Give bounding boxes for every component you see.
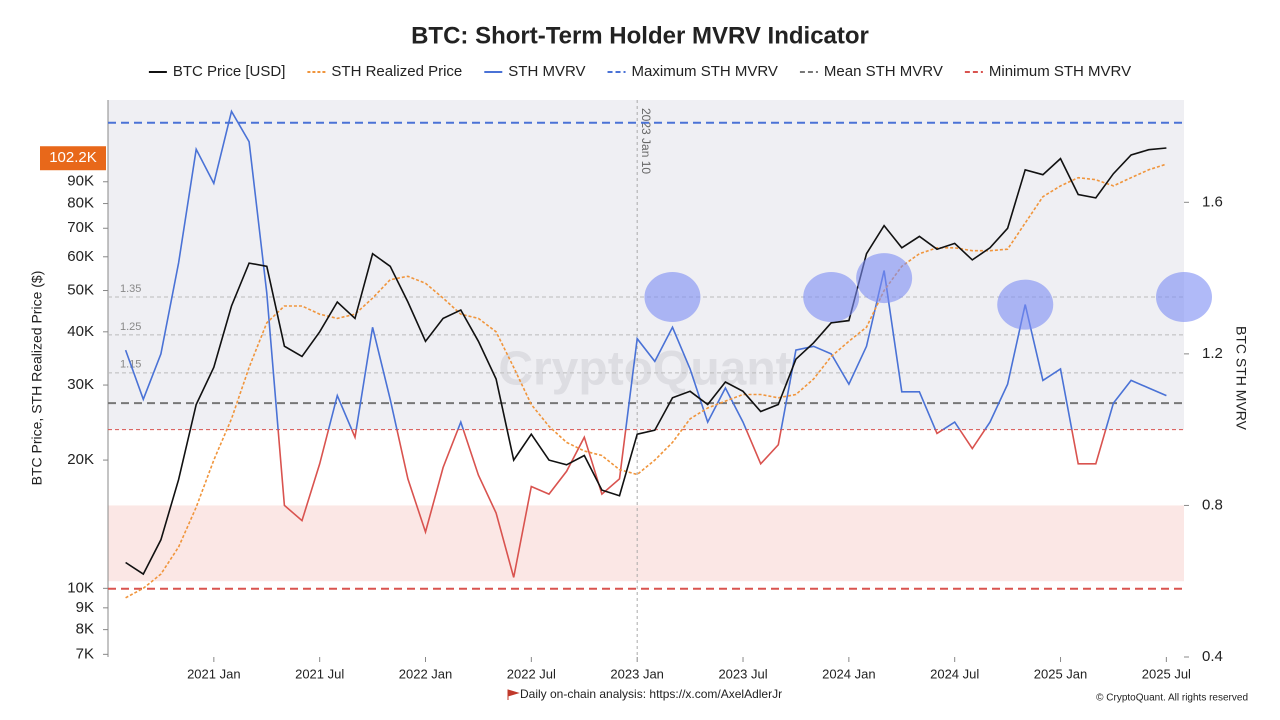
y-tick-label: 70K — [67, 219, 94, 236]
y2-tick-label: 0.8 — [1202, 496, 1223, 513]
highlight-circle — [644, 272, 701, 323]
legend-label: Minimum STH MVRV — [989, 63, 1131, 80]
series-line — [125, 147, 1167, 576]
y-tick-label: 9K — [76, 599, 94, 616]
highlight-circle — [856, 253, 913, 304]
y2-axis-title: BTC STH MVRV — [1233, 326, 1249, 431]
x-tick-label: 2024 Jan — [822, 666, 876, 681]
y-tick-label: 30K — [67, 376, 94, 393]
watermark: CryptoQuant — [498, 343, 791, 396]
y2-tick-label: 1.6 — [1202, 193, 1223, 210]
event-label: 2023 Jan 10 — [639, 108, 653, 174]
x-tick-label: 2021 Jul — [295, 666, 344, 681]
y-tick-label: 60K — [67, 248, 94, 265]
x-tick-label: 2023 Jul — [718, 666, 767, 681]
level-label: 1.35 — [120, 283, 141, 295]
highlight-circle — [1156, 272, 1212, 323]
y-tick-label: 7K — [76, 645, 94, 662]
x-tick-label: 2021 Jan — [187, 666, 241, 681]
series-line — [124, 109, 1167, 578]
highlight-circle — [803, 272, 860, 323]
band — [108, 505, 1184, 582]
legend-label: STH Realized Price — [331, 63, 462, 80]
x-tick-label: 2022 Jan — [399, 666, 453, 681]
flag-icon — [507, 689, 520, 700]
legend-label: Maximum STH MVRV — [632, 63, 778, 80]
y2-tick-label: 0.4 — [1202, 648, 1223, 665]
copyright: © CryptoQuant. All rights reserved — [1096, 693, 1248, 704]
y-tick-label: 50K — [67, 281, 94, 298]
y2-tick-label: 1.2 — [1202, 345, 1223, 362]
last-price-box — [40, 146, 106, 171]
y-tick-label: 10K — [67, 579, 94, 596]
x-tick-label: 2022 Jul — [507, 666, 556, 681]
y-tick-label: 80K — [67, 195, 94, 212]
x-tick-label: 2025 Jul — [1142, 666, 1191, 681]
y-tick-label: 20K — [67, 451, 94, 468]
x-tick-label: 2023 Jan — [610, 666, 664, 681]
y-axis-title: BTC Price, STH Realized Price ($) — [29, 271, 45, 486]
x-tick-label: 2025 Jan — [1034, 666, 1088, 681]
legend-label: STH MVRV — [508, 63, 585, 80]
y-tick-label: 40K — [67, 323, 94, 340]
highlight-circle — [997, 279, 1054, 330]
legend: BTC Price [USD] STH Realized Price STH MVR… — [148, 63, 1131, 80]
series-line — [125, 163, 1167, 599]
y-tick-label: 90K — [67, 173, 94, 190]
level-label: 1.25 — [120, 321, 141, 333]
source-note: Daily on-chain analysis: https://x.com/A… — [520, 687, 782, 701]
y-tick-label: 8K — [76, 621, 94, 638]
last-price-label: 102.2K — [49, 149, 97, 166]
legend-label: BTC Price [USD] — [173, 63, 286, 80]
legend-label: Mean STH MVRV — [824, 63, 943, 80]
band — [108, 100, 1184, 430]
x-tick-label: 2024 Jul — [930, 666, 979, 681]
chart-title: BTC: Short-Term Holder MVRV Indicator — [411, 22, 869, 49]
